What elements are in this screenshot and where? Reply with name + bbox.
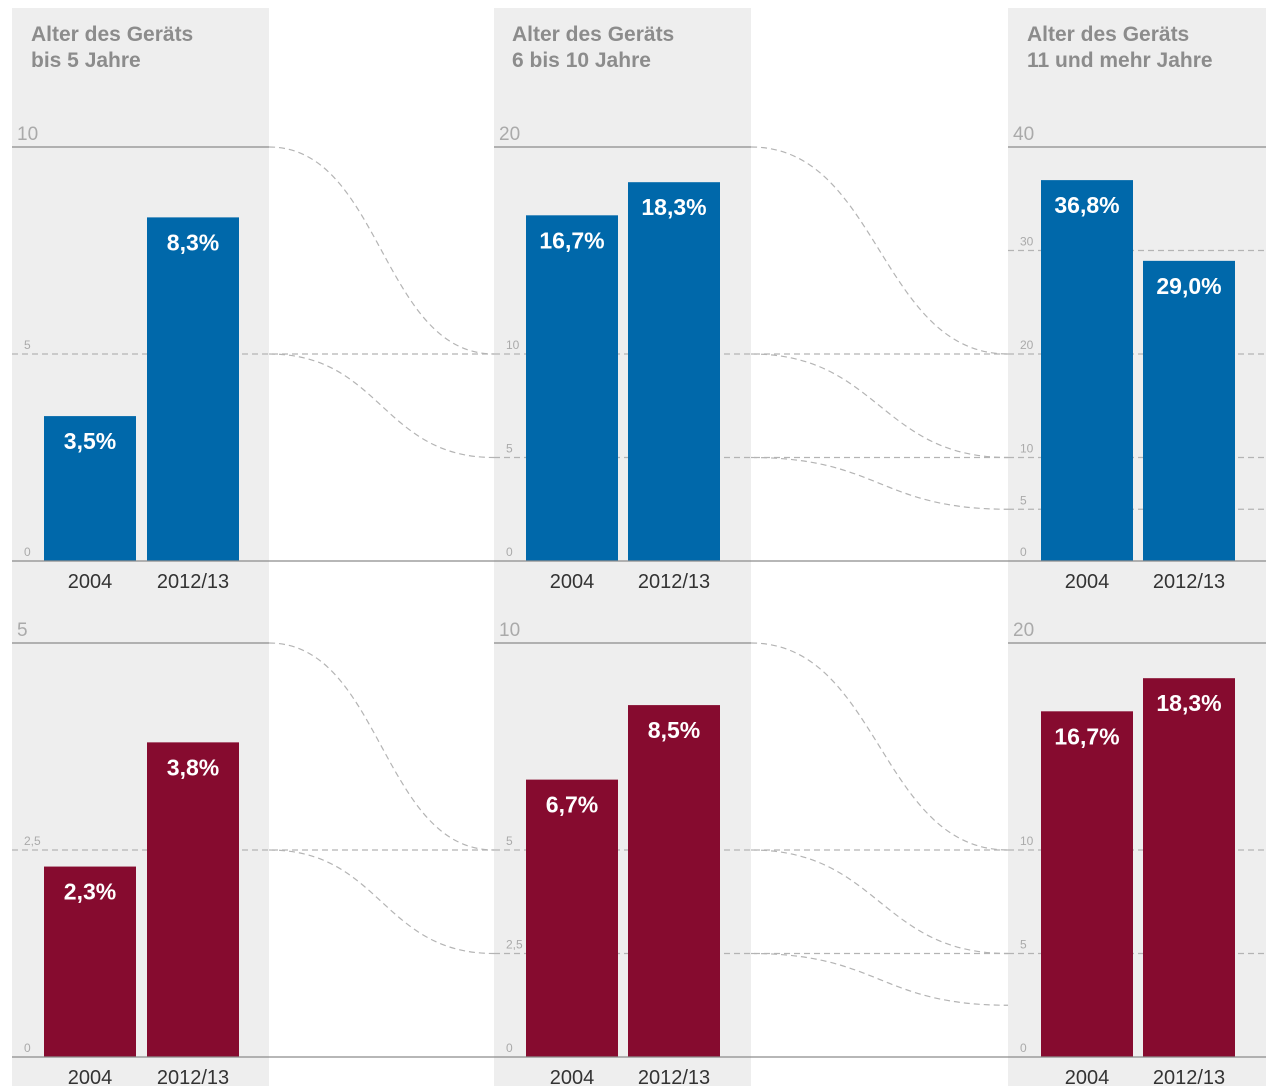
bar	[526, 215, 618, 561]
category-label: 2004	[550, 571, 595, 593]
scale-link-curve	[268, 146, 495, 355]
bar-value-label: 16,7%	[539, 227, 604, 253]
panel-title-1-line2: 6 bis 10 Jahre	[512, 49, 651, 72]
tick-label: 10	[506, 338, 520, 352]
bar-value-label: 8,3%	[167, 229, 219, 255]
bar-value-label: 8,5%	[648, 717, 700, 743]
panel-title-2: Alter des Geräts 11 und mehr Jahre	[1027, 22, 1213, 74]
bar-value-label: 3,8%	[167, 754, 219, 780]
chart-top-2: 40 30 20 10 5 0 36,8% 2004 29,0% 2012/13	[1008, 124, 1266, 593]
bar-value-label: 16,7%	[1054, 723, 1119, 749]
tick-label-top: 20	[499, 124, 520, 145]
tick-label: 30	[1020, 235, 1034, 249]
panel-title-2-line1: Alter des Geräts	[1027, 23, 1190, 46]
category-label: 2004	[1065, 1067, 1110, 1086]
bar-value-label: 29,0%	[1156, 273, 1221, 299]
bar	[147, 217, 239, 561]
panel-title-0: Alter des Geräts bis 5 Jahre	[31, 22, 193, 74]
tick-label-top: 20	[1013, 620, 1034, 641]
bar-value-label: 18,3%	[641, 194, 706, 220]
tick-label: 0	[506, 545, 513, 559]
category-label: 2004	[550, 1067, 595, 1086]
tick-label: 0	[1020, 1041, 1027, 1055]
bar	[44, 416, 136, 561]
chart-bottom-0: 5 2,5 0 2,3% 2004 3,8% 2012/13	[12, 620, 494, 1086]
tick-label: 10	[1020, 442, 1034, 456]
chart-bottom-2: 20 10 5 0 16,7% 2004 18,3% 2012/13	[1008, 620, 1266, 1086]
panel-title-2-line2: 11 und mehr Jahre	[1027, 49, 1213, 72]
tick-label: 10	[1020, 834, 1034, 848]
tick-label-top: 5	[17, 620, 28, 641]
scale-link-curve	[750, 353, 1009, 459]
bar	[526, 779, 618, 1057]
tick-label: 5	[506, 442, 513, 456]
category-label: 2012/13	[157, 1067, 229, 1086]
scale-link-curve	[750, 456, 1009, 510]
bar	[1143, 678, 1235, 1057]
tick-label-top: 10	[499, 620, 520, 641]
category-label: 2012/13	[638, 571, 710, 593]
bar	[44, 866, 136, 1057]
bar-value-label: 6,7%	[546, 792, 598, 818]
scale-link-curve	[268, 642, 495, 851]
bar-value-label: 3,5%	[64, 428, 116, 454]
tick-label: 5	[1020, 938, 1027, 952]
tick-label: 0	[24, 545, 31, 559]
scale-link-curve	[750, 146, 1009, 355]
category-label: 2012/13	[1153, 571, 1225, 593]
chart-top-1: 20 10 5 0 16,7% 2004 18,3% 2012/13	[494, 124, 1008, 593]
bar	[1143, 260, 1235, 561]
category-label: 2004	[1065, 571, 1110, 593]
tick-label: 5	[24, 338, 31, 352]
scale-link-curve	[268, 849, 495, 955]
bar-value-label: 18,3%	[1156, 690, 1221, 716]
chart-top-0: 10 5 0 3,5% 2004 8,3% 2012/13	[12, 124, 494, 593]
tick-label: 5	[1020, 493, 1027, 507]
bar-value-label: 36,8%	[1054, 192, 1119, 218]
panel-title-0-line1: Alter des Geräts	[31, 23, 194, 46]
tick-label: 0	[506, 1041, 513, 1055]
scale-link-curve	[750, 952, 1009, 1006]
bar-value-label: 2,3%	[64, 879, 116, 905]
tick-label: 20	[1020, 338, 1034, 352]
bar	[628, 182, 720, 561]
tick-label: 2,5	[24, 834, 41, 848]
bar	[147, 742, 239, 1057]
scale-link-curve	[268, 353, 495, 459]
bar	[1041, 180, 1133, 561]
bar	[628, 705, 720, 1057]
category-label: 2012/13	[1153, 1067, 1225, 1086]
chart-bottom-1: 10 5 2,5 0 6,7% 2004 8,5% 2012/13	[494, 620, 1008, 1086]
tick-label: 5	[506, 834, 513, 848]
scale-link-curve	[750, 642, 1009, 851]
scale-link-curve	[750, 849, 1009, 955]
tick-label: 0	[24, 1041, 31, 1055]
panel-title-1: Alter des Geräts 6 bis 10 Jahre	[512, 22, 674, 74]
tick-label-top: 10	[17, 124, 38, 145]
panel-title-0-line2: bis 5 Jahre	[31, 49, 141, 72]
tick-label-top: 40	[1013, 124, 1034, 145]
category-label: 2004	[68, 571, 113, 593]
panel-title-1-line1: Alter des Geräts	[512, 23, 675, 46]
bar	[1041, 711, 1133, 1057]
category-label: 2012/13	[638, 1067, 710, 1086]
tick-label: 2,5	[506, 938, 523, 952]
tick-label: 0	[1020, 545, 1027, 559]
category-label: 2004	[68, 1067, 113, 1086]
category-label: 2012/13	[157, 571, 229, 593]
